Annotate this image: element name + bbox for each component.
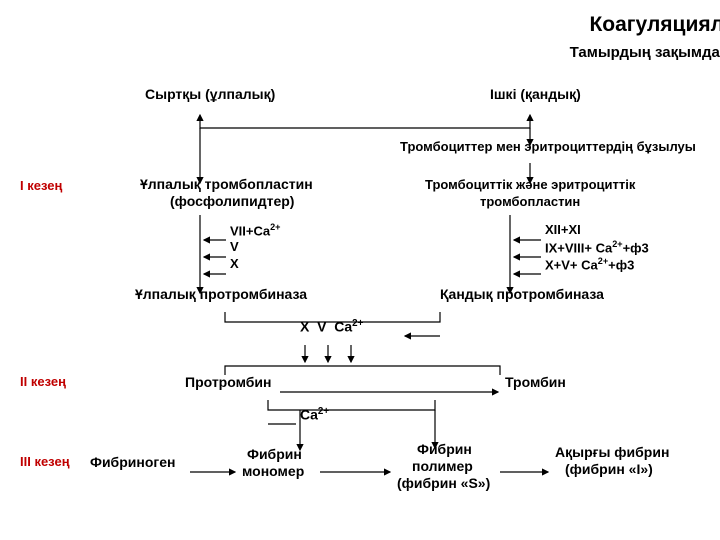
thrombin: Тромбин [505,374,566,391]
phase-3-label: ІІІ кезең [20,454,70,470]
fibrin-monomer-b: мономер [242,463,304,480]
final-fibrin-a: Ақырғы фибрин [555,444,669,461]
tissue-prothrombinase: Ұлпалық протромбиназа [135,286,307,303]
fibrinogen: Фибриноген [90,454,175,471]
fibrin-polymer-c: (фибрин «S») [397,475,490,492]
extrinsic-header: Сыртқы (ұлпалық) [145,86,275,103]
tissue-thromboplastin-a: Ұлпалық тромбопластин [140,176,313,193]
right-factor-1: XII+XI [545,222,581,238]
blood-prothrombinase: Қандық протромбиназа [440,286,604,303]
prothrombin: Протромбин [185,374,271,391]
left-factor-3: X [230,256,239,272]
diagram-stage: Коагуляциялық гемостаз Тамырдың зақымдал… [0,0,720,540]
left-factor-2: V [230,239,239,255]
x-v-ca2: X V Ca2+ [300,318,363,335]
intrinsic-header: Ішкі (қандық) [490,86,581,103]
title: Коагуляциялық гемостаз [360,12,720,37]
platelet-erythrocyte-destruction: Тромбоциттер мен эритроциттердің бұзылуы [400,139,696,155]
fibrin-polymer-a: Фибрин [417,441,472,458]
final-fibrin-b: (фибрин «І») [565,461,653,478]
fibrin-polymer-b: полимер [412,458,473,475]
left-factor-1: VII+Ca2+ [230,222,280,239]
tissue-thromboplastin-b: (фосфолипидтер) [170,193,294,210]
subtitle: Тамырдың зақымдалуы [330,44,720,62]
fibrin-monomer-a: Фибрин [247,446,302,463]
phase-2-label: ІІ кезең [20,374,66,390]
right-factor-3: X+V+ Ca2++ф3 [545,256,634,273]
right-factor-2: IX+VIII+ Ca2++ф3 [545,239,649,256]
ca2-label: Ca2+ [300,406,329,423]
blood-thromboplastin-b: тромбопластин [480,194,580,210]
blood-thromboplastin-a: Тромбоциттік және эритроциттік [425,177,635,193]
phase-1-label: І кезең [20,178,62,194]
